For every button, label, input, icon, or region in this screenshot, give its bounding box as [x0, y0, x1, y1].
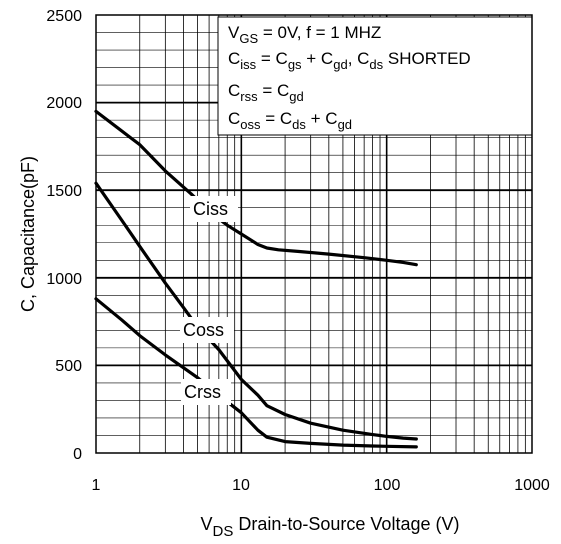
x-tick-label-10: 10	[232, 477, 250, 494]
y-tick-label-2500: 2500	[46, 8, 82, 25]
series-labels: Ciss Coss Crss	[180, 196, 238, 405]
series-label-crss: Crss	[184, 382, 221, 402]
x-tick-label-100: 100	[374, 477, 401, 494]
x-tick-label-1: 1	[92, 477, 101, 494]
series-lines	[94, 109, 418, 449]
legend-line-2: Ciss = Cgs + Cgd, Cds SHORTED	[228, 49, 471, 72]
series-label-ciss: Ciss	[193, 199, 228, 219]
y-tick-label-1000: 1000	[46, 271, 82, 288]
legend-line-1: VGS = 0V, f = 1 MHZ	[228, 23, 381, 46]
legend-line-4: Coss = Cds + Cgd	[228, 109, 352, 132]
series-label-coss: Coss	[183, 320, 224, 340]
series-line-crss	[94, 297, 418, 449]
series-line-ciss	[94, 109, 418, 267]
y-tick-label-0: 0	[73, 446, 82, 463]
tick-labels: 0 500 1000 1500 2000 2500 1 10 100 1000	[46, 8, 549, 494]
y-tick-label-500: 500	[55, 358, 82, 375]
plot-frame	[95, 14, 533, 454]
y-tick-label-2000: 2000	[46, 95, 82, 112]
y-tick-label-1500: 1500	[46, 183, 82, 200]
x-axis-label: VDS Drain-to-Source Voltage (V)	[201, 514, 460, 540]
legend-box: VGS = 0V, f = 1 MHZ Ciss = Cgs + Cgd, Cd…	[217, 16, 533, 136]
legend-line-3: Crss = Cgd	[228, 81, 304, 104]
series-line-coss	[94, 181, 418, 441]
x-tick-label-1000: 1000	[514, 477, 550, 494]
y-axis-label: C, Capacitance(pF)	[18, 156, 38, 312]
